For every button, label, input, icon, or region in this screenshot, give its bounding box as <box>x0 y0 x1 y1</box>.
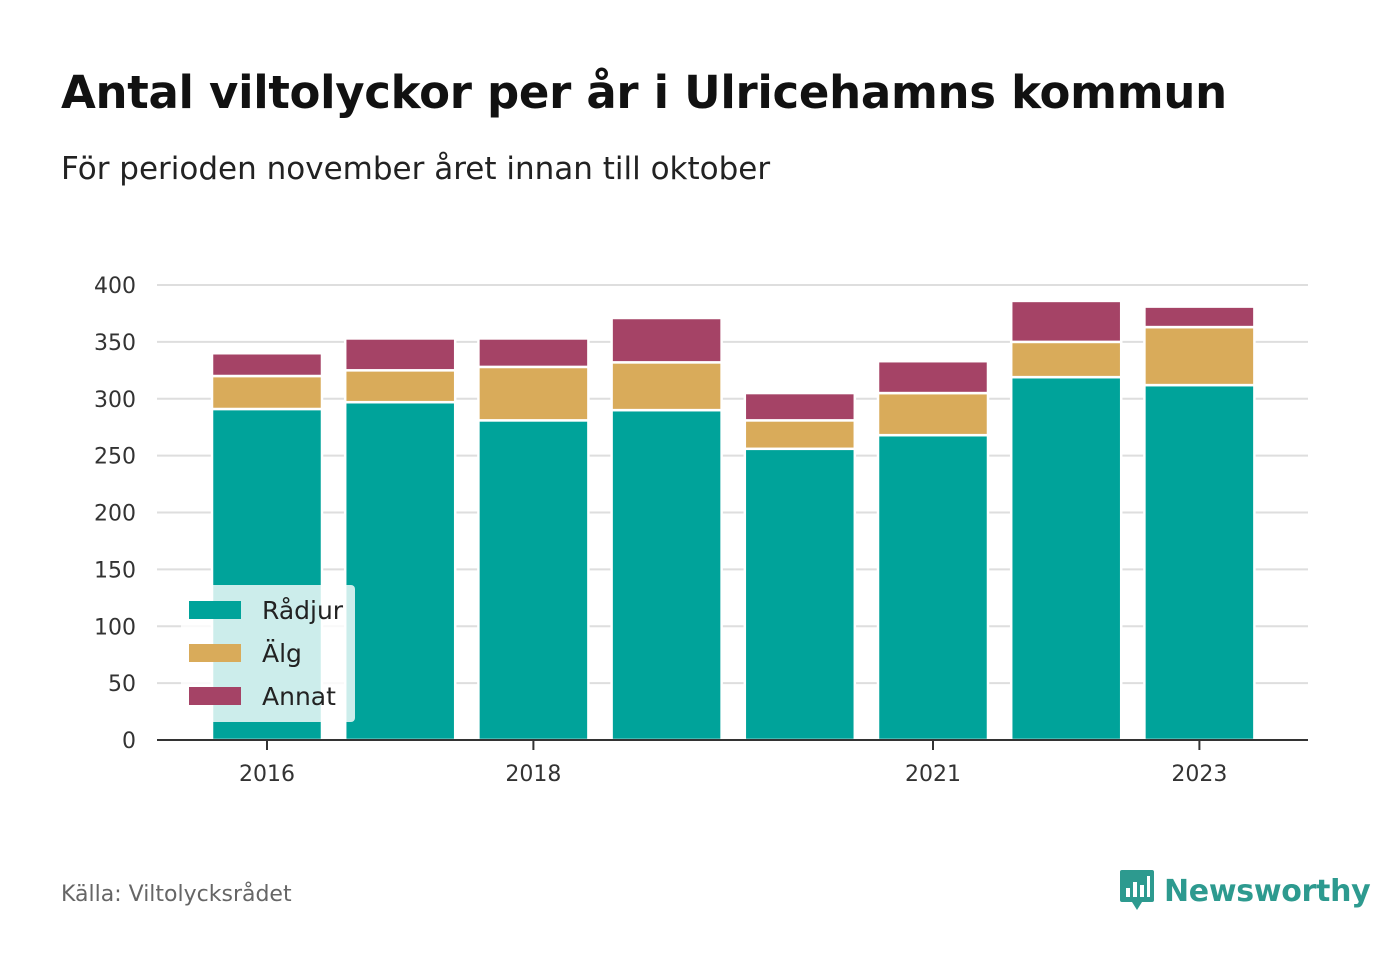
bar-segment-rådjur <box>477 419 590 742</box>
y-tick-label: 200 <box>94 502 136 527</box>
y-tick-label: 0 <box>122 729 136 754</box>
bar-segment-älg <box>1143 325 1256 387</box>
legend: Rådjur Älg Annat <box>181 585 355 722</box>
bar-segment-annat <box>210 352 324 378</box>
bar-stack-2020 <box>743 391 857 742</box>
y-tick-label: 100 <box>94 615 136 640</box>
bar-segment-annat <box>477 337 590 369</box>
bar-segment-älg <box>1009 340 1123 379</box>
chart-title: Antal viltolyckor per år i Ulricehamns k… <box>61 66 1227 119</box>
y-tick-label: 300 <box>94 388 136 413</box>
bar-segment-rådjur <box>610 408 723 742</box>
bar-segment-annat <box>343 337 457 372</box>
bar-segment-rådjur <box>343 400 457 742</box>
bar-segment-rådjur <box>876 433 990 742</box>
newsworthy-chart-bubble-icon <box>1120 870 1154 910</box>
y-axis-labels: 0 50 100 150 200 250 300 350 400 <box>94 274 136 754</box>
legend-swatch-rådjur <box>189 601 241 619</box>
legend-label: Älg <box>262 639 302 668</box>
bar-segment-rådjur <box>1143 383 1256 742</box>
x-tick-label: 2018 <box>505 762 561 787</box>
bars <box>210 299 1256 742</box>
bar-segment-älg <box>210 374 324 411</box>
bar-segment-annat <box>1009 299 1123 344</box>
brand-logo: Newsworthy <box>1118 868 1371 914</box>
y-tick-label: 150 <box>94 558 136 583</box>
legend-label: Annat <box>262 682 336 711</box>
bar-stack-2021 <box>876 359 990 742</box>
bar-segment-annat <box>743 391 857 422</box>
bar-segment-älg <box>876 391 990 437</box>
x-axis: 2016 2018 2021 2023 <box>157 739 1308 787</box>
bar-segment-annat <box>876 359 990 395</box>
bar-segment-rådjur <box>1009 375 1123 742</box>
y-tick-label: 250 <box>94 445 136 470</box>
y-tick-label: 400 <box>94 274 136 299</box>
bar-segment-älg <box>743 419 857 451</box>
legend-label: Rådjur <box>262 596 344 625</box>
y-tick-label: 350 <box>94 331 136 356</box>
bar-segment-annat <box>610 316 723 364</box>
bar-segment-älg <box>343 369 457 404</box>
y-tick-label: 50 <box>108 672 136 697</box>
bar-stack-2019 <box>610 316 723 742</box>
x-tick-label: 2023 <box>1171 762 1227 787</box>
legend-swatch-älg <box>189 644 241 662</box>
chart-subtitle: För perioden november året innan till ok… <box>61 151 771 187</box>
x-tick-label: 2016 <box>239 762 295 787</box>
bar-segment-annat <box>1143 305 1256 329</box>
source-note: Källa: Viltolycksrådet <box>61 882 292 907</box>
bar-stack-2022 <box>1009 299 1123 742</box>
bar-segment-rådjur <box>743 447 857 742</box>
bar-stack-2017 <box>343 337 457 742</box>
bar-stack-2018 <box>477 337 590 742</box>
brand-name: Newsworthy <box>1164 873 1371 909</box>
x-tick-label: 2021 <box>905 762 961 787</box>
bar-stack-2023 <box>1143 305 1256 742</box>
legend-swatch-annat <box>189 687 241 705</box>
bar-segment-älg <box>477 365 590 422</box>
bar-segment-älg <box>610 361 723 412</box>
